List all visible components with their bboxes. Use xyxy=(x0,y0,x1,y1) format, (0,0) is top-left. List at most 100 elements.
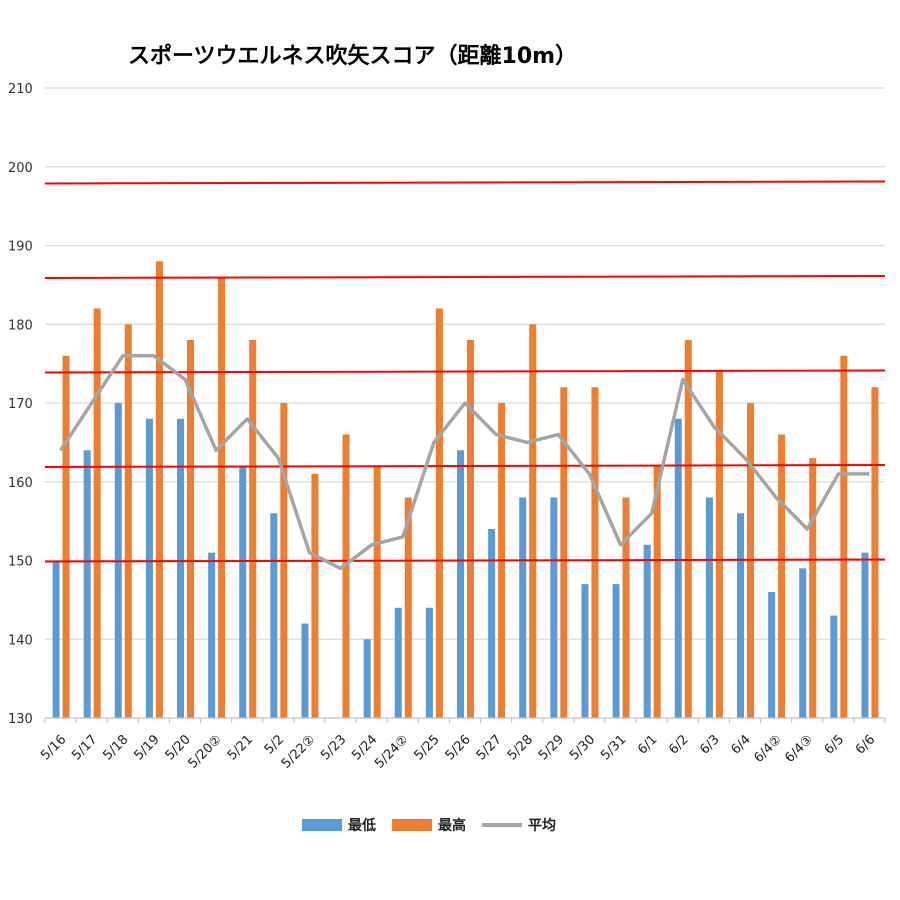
bar-max xyxy=(778,434,786,718)
chart-title: スポーツウエルネス吹矢スコア（距離10m） xyxy=(128,43,577,69)
y-tick-label: 160 xyxy=(8,476,33,491)
bar-min xyxy=(270,513,278,718)
bar-min xyxy=(208,552,216,718)
x-tick-label: 5/18 xyxy=(100,732,131,763)
bar-max xyxy=(684,340,692,718)
bar-min xyxy=(519,497,527,718)
bar-min xyxy=(581,584,589,718)
y-tick-label: 210 xyxy=(8,82,33,97)
bar-max xyxy=(124,324,132,718)
bar-max xyxy=(871,387,879,718)
x-tick-label: 5/29 xyxy=(536,732,567,763)
bar-min xyxy=(612,584,620,718)
x-tick-label: 6/4③ xyxy=(782,732,816,766)
bar-max xyxy=(342,434,350,718)
bar-max xyxy=(62,355,70,718)
y-tick-label: 150 xyxy=(8,555,33,570)
bar-min xyxy=(830,615,838,718)
x-tick-label: 5/27 xyxy=(474,732,505,763)
y-tick-label: 140 xyxy=(8,633,33,648)
bar-max xyxy=(404,497,412,718)
bar-min xyxy=(52,560,60,718)
y-tick-label: 170 xyxy=(8,397,33,412)
x-tick-label: 5/28 xyxy=(505,732,536,763)
bar-max xyxy=(622,497,630,718)
bar-min xyxy=(363,639,371,718)
series-line-average xyxy=(59,354,870,571)
bars xyxy=(52,261,879,718)
bar-min xyxy=(177,418,184,718)
legend-swatch xyxy=(392,819,432,831)
x-tick-label: 5/20② xyxy=(185,732,224,771)
bar-min xyxy=(768,592,776,718)
x-tick-label: 5/24② xyxy=(372,732,411,771)
bar-min xyxy=(550,497,558,718)
x-tick-label: 5/22② xyxy=(279,732,318,771)
bar-max xyxy=(809,458,817,718)
x-tick-label: 5/17 xyxy=(69,732,100,763)
bar-max xyxy=(155,261,163,718)
bar-max xyxy=(435,308,443,718)
bar-min xyxy=(799,568,807,718)
y-tick-label: 130 xyxy=(8,712,33,727)
bar-min xyxy=(674,418,682,718)
bar-min xyxy=(301,623,309,718)
bar-min xyxy=(737,513,744,718)
average-line xyxy=(59,354,870,571)
bar-max xyxy=(373,466,381,718)
x-tick-label: 5/23 xyxy=(318,732,349,763)
x-tick-label: 6/5 xyxy=(822,732,847,757)
x-tick-label: 6/1 xyxy=(635,732,660,757)
x-tick-label: 6/2 xyxy=(666,732,691,757)
bar-min xyxy=(239,466,247,718)
bar-max xyxy=(311,473,319,718)
legend-label: 平均 xyxy=(528,817,556,834)
x-tick-label: 5/16 xyxy=(38,732,69,763)
x-tick-label: 5/2 xyxy=(262,732,287,757)
bar-min xyxy=(643,544,651,718)
bar-min xyxy=(488,529,496,718)
reference-line xyxy=(44,180,886,185)
reference-lines xyxy=(44,180,886,563)
legend-swatch xyxy=(302,819,342,831)
bar-max xyxy=(653,466,661,718)
bar-max xyxy=(591,387,599,718)
bar-min xyxy=(83,450,91,718)
bar-max xyxy=(529,324,537,718)
x-tick-label: 6/4② xyxy=(751,732,785,766)
x-tick-label: 6/4 xyxy=(728,732,753,757)
reference-line xyxy=(44,464,886,468)
bar-min xyxy=(394,607,402,718)
bar-min xyxy=(145,418,153,718)
bar-max xyxy=(715,371,723,718)
x-tick-label: 5/26 xyxy=(443,732,474,763)
x-tick-label: 5/25 xyxy=(411,732,442,763)
x-tick-label: 5/21 xyxy=(225,732,256,763)
y-tick-label: 190 xyxy=(8,240,33,255)
y-tick-label: 180 xyxy=(8,318,33,333)
bar-min xyxy=(861,552,869,718)
x-tick-label: 5/19 xyxy=(131,732,162,763)
bar-max xyxy=(467,340,474,718)
x-tick-label: 6/6 xyxy=(853,732,878,757)
bar-min xyxy=(425,607,433,718)
bar-min xyxy=(705,497,713,718)
gridlines xyxy=(45,87,885,640)
x-tick-label: 5/30 xyxy=(567,732,598,763)
bar-max xyxy=(249,340,257,718)
reference-line xyxy=(44,369,886,374)
bar-max xyxy=(187,340,194,718)
legend-label: 最高 xyxy=(438,817,466,834)
reference-line xyxy=(44,275,886,279)
y-tick-label: 200 xyxy=(8,161,33,176)
bar-max xyxy=(93,308,101,718)
bar-max xyxy=(840,355,848,718)
bar-min xyxy=(457,450,464,718)
x-tick-label: 5/31 xyxy=(598,732,629,763)
legend: 最低 最高 平均 xyxy=(302,817,556,834)
bar-max xyxy=(218,277,226,718)
reference-line xyxy=(44,558,886,563)
bar-max xyxy=(560,387,568,718)
legend-label: 最低 xyxy=(348,817,376,834)
x-tick-label: 6/3 xyxy=(697,732,722,757)
